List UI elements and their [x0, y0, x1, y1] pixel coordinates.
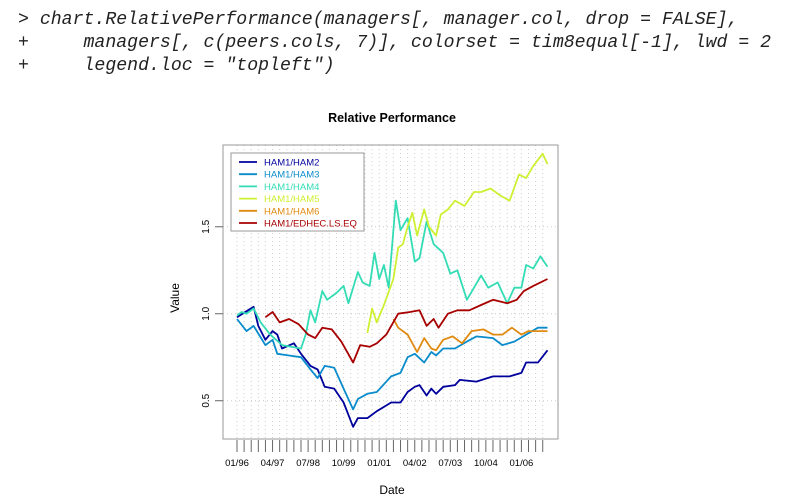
series-line-ham1-edhec-ls-eq	[264, 278, 548, 364]
console-line-1: > chart.RelativePerformance(managers[, m…	[18, 9, 738, 31]
console-line-3: + legend.loc = "topleft")	[18, 55, 335, 77]
legend: HAM1/HAM2HAM1/HAM3HAM1/HAM4HAM1/HAM5HAM1…	[230, 152, 365, 232]
x-tick-label: 10/04	[474, 458, 498, 469]
console-prompt: +	[18, 33, 29, 53]
series-line-ham1-ham6	[392, 318, 548, 353]
console-prompt: >	[18, 10, 29, 30]
x-tick-label: 01/96	[225, 458, 249, 469]
legend-label: HAM1/HAM5	[264, 194, 319, 205]
x-tick-label: 01/06	[510, 458, 534, 469]
series-line-ham1-ham2	[236, 305, 549, 428]
legend-label: HAM1/HAM4	[264, 182, 319, 193]
console-code: legend.loc = "topleft")	[39, 56, 335, 76]
console-code: managers[, c(peers.cols, 7)], colorset =…	[39, 33, 772, 53]
x-tick-label: 04/97	[261, 458, 285, 469]
legend-label: HAM1/HAM3	[264, 170, 319, 181]
legend-label: HAM1/HAM2	[264, 158, 319, 169]
y-tick-label: 1.0	[201, 306, 212, 320]
y-tick-label: 1.5	[201, 219, 212, 233]
series-line-ham1-ham4	[236, 199, 549, 350]
console-line-2: + managers[, c(peers.cols, 7)], colorset…	[18, 32, 771, 54]
console-code: chart.RelativePerformance(managers[, man…	[39, 10, 739, 30]
x-tick-label: 10/99	[332, 458, 356, 469]
y-axis-label: Value	[168, 283, 182, 313]
x-axis-label: Date	[379, 483, 405, 497]
x-tick-label: 07/98	[296, 458, 320, 469]
series-line-ham1-ham3	[236, 318, 548, 411]
x-tick-label: 01/01	[367, 458, 391, 469]
console-prompt: +	[18, 56, 29, 76]
y-tick-label: 0.5	[201, 393, 212, 407]
legend-box	[230, 152, 365, 232]
legend-label: HAM1/EDHEC.LS.EQ	[264, 219, 357, 230]
series-line-ham1-ham5	[366, 152, 549, 334]
legend-label: HAM1/HAM6	[264, 206, 319, 217]
x-tick-label: 07/03	[438, 458, 462, 469]
x-tick-label: 04/02	[403, 458, 427, 469]
plot-frame	[222, 144, 559, 440]
chart-title: Relative Performance	[328, 111, 456, 125]
